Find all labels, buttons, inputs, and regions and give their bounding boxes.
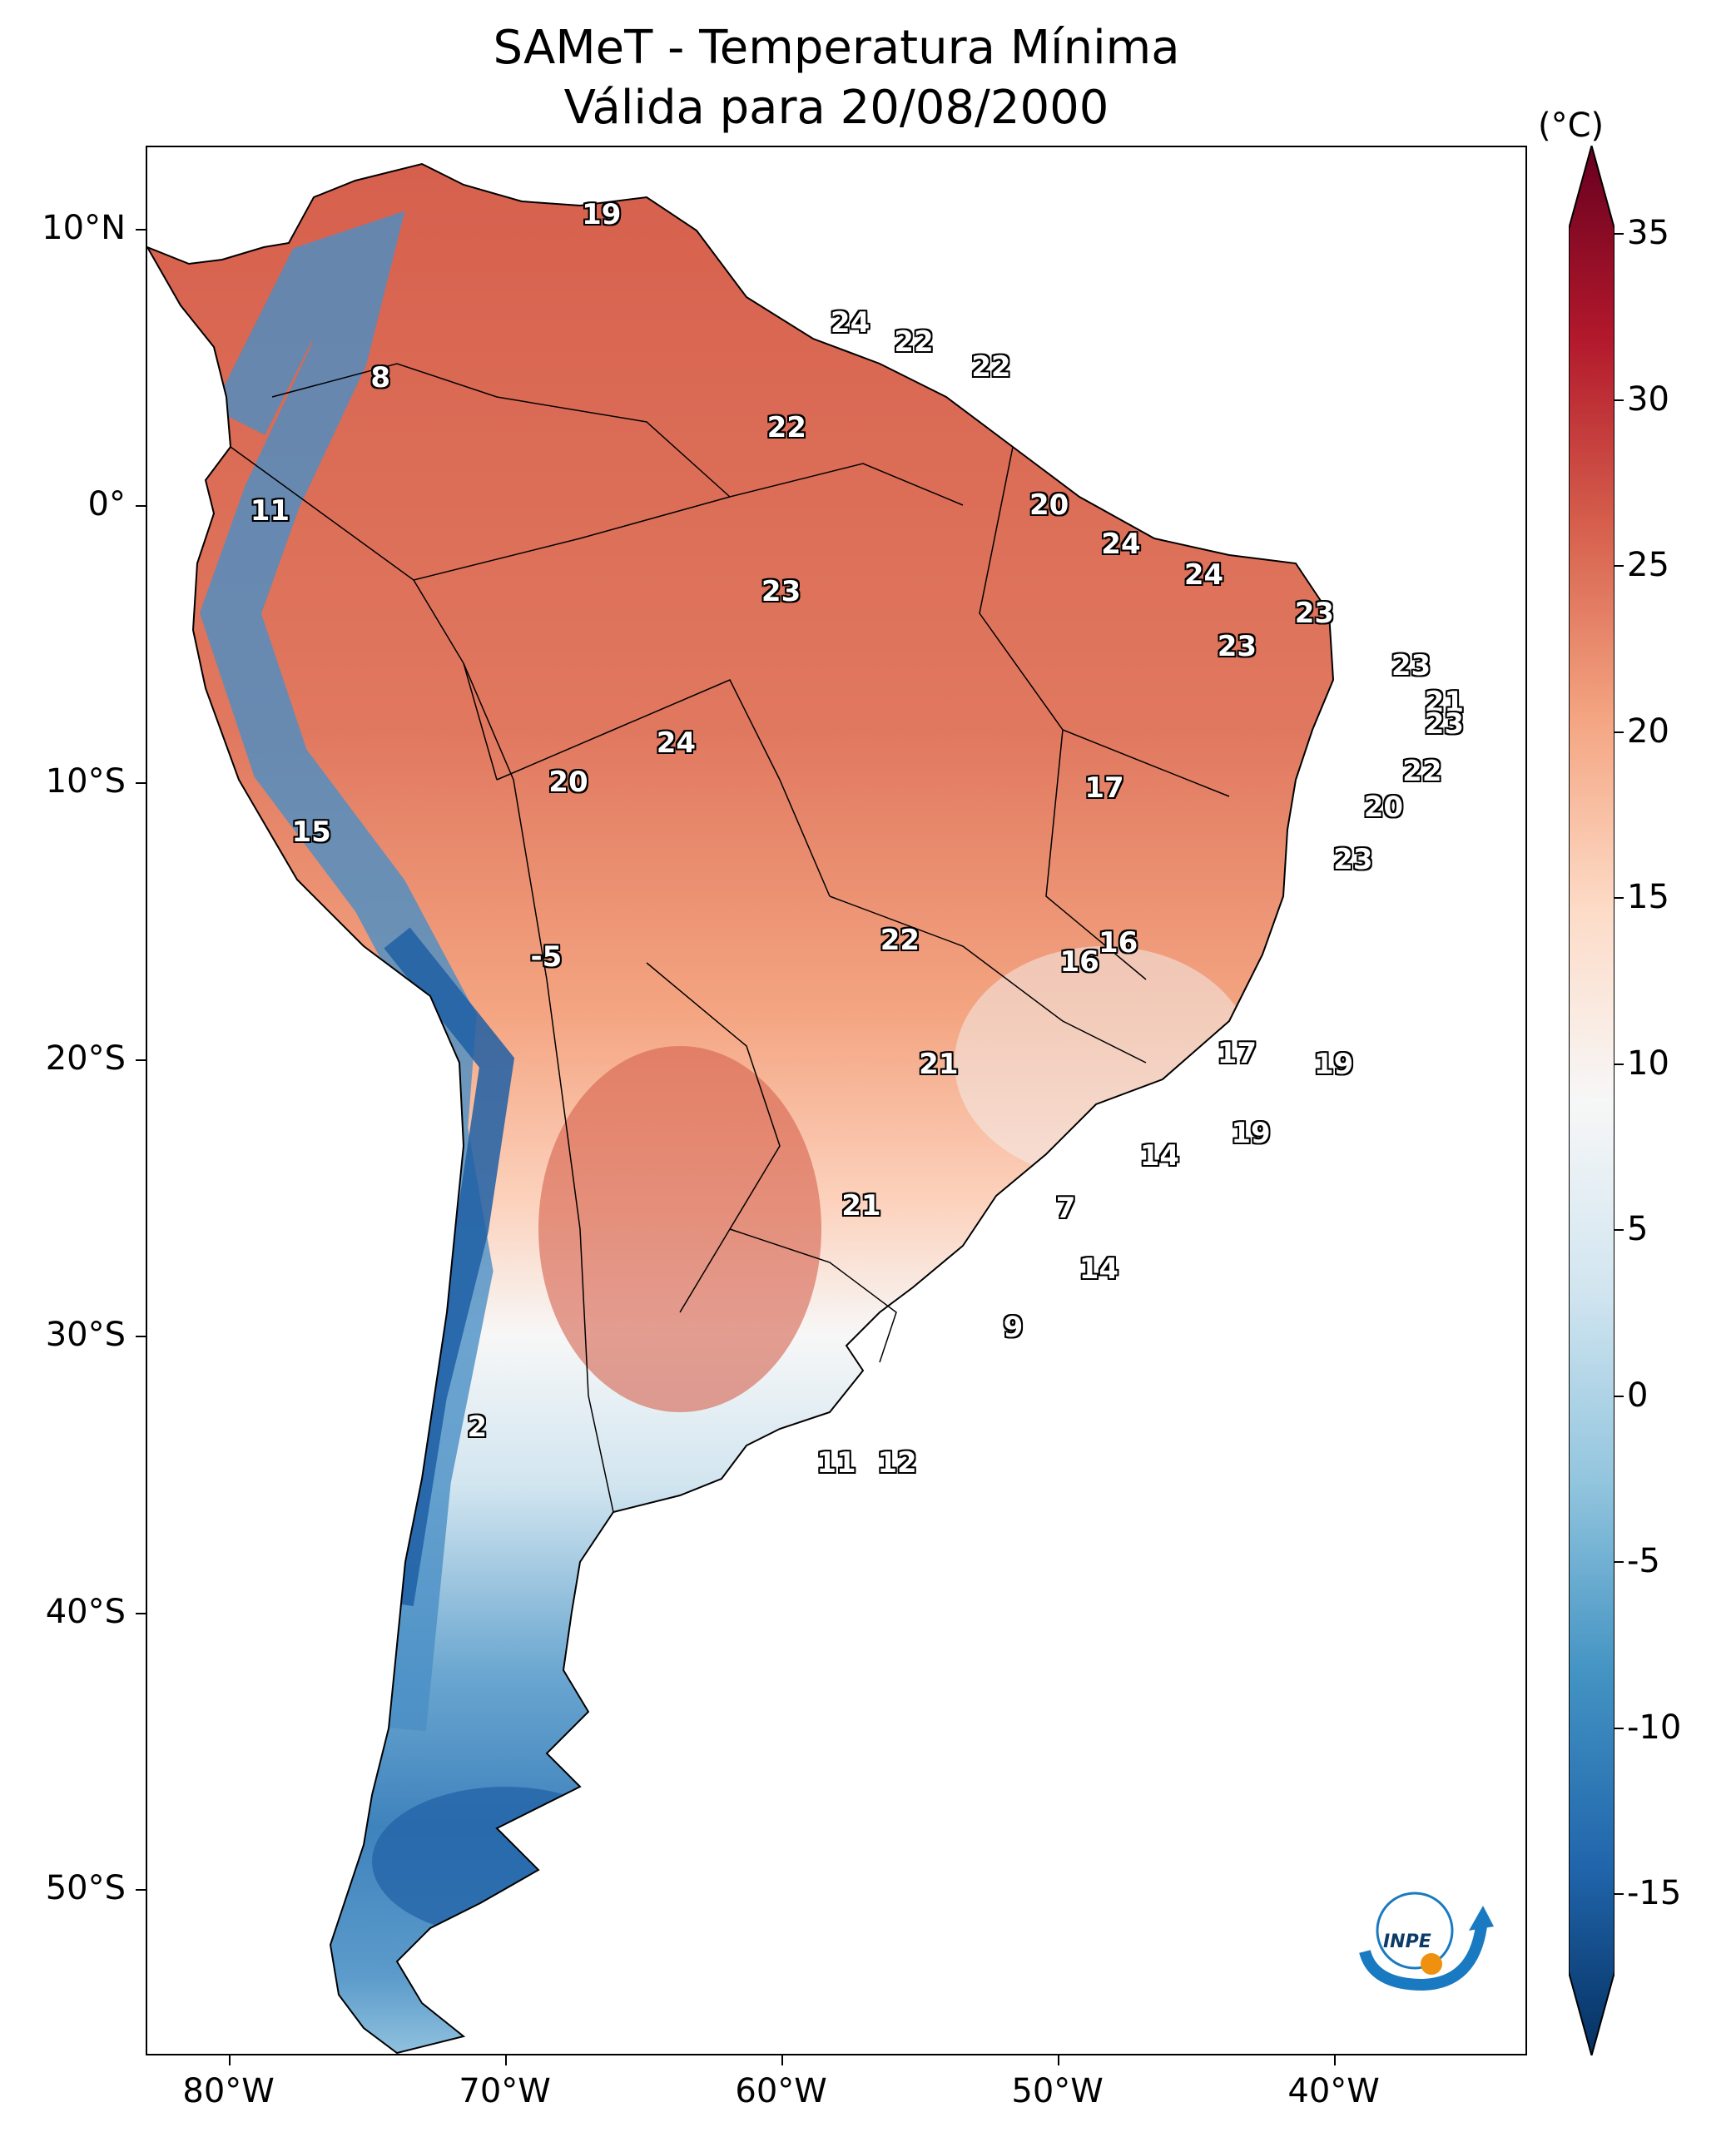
station-temperature-label: 22 <box>971 350 1011 384</box>
colorbar-tick-label: 25 <box>1627 546 1669 585</box>
lat-tick-mark <box>136 1889 146 1892</box>
station-temperature-label: 14 <box>1139 1139 1180 1173</box>
lon-tick-label: 80°W <box>182 2072 275 2110</box>
map-title: SAMeT - Temperatura Mínima Válida para 2… <box>146 18 1527 138</box>
station-temperature-label: 12 <box>877 1446 917 1480</box>
station-temperature-label: 24 <box>1183 558 1224 592</box>
lon-tick-label: 50°W <box>1011 2072 1104 2110</box>
colorbar-tick-label: -5 <box>1627 1542 1660 1581</box>
colorbar-tick-label: -10 <box>1627 1708 1682 1747</box>
station-temperature-label: 2 <box>467 1410 488 1444</box>
station-temperature-label: 22 <box>1402 754 1442 788</box>
lon-tick-mark <box>504 2055 507 2065</box>
colorbar-tick-mark <box>1614 1561 1624 1564</box>
colorbar-tick-mark <box>1614 897 1624 900</box>
station-temperature-label: 21 <box>919 1048 959 1082</box>
colorbar-tick-mark <box>1614 1063 1624 1065</box>
lon-tick-label: 70°W <box>459 2072 551 2110</box>
lon-tick-mark <box>1057 2055 1059 2065</box>
chaco-warm <box>538 1046 821 1412</box>
station-temperature-label: 23 <box>761 574 801 608</box>
station-temperature-label: 16 <box>1059 945 1099 979</box>
station-temperature-label: -5 <box>530 940 563 974</box>
station-temperature-label: 23 <box>1424 707 1465 741</box>
logo-text: INPE <box>1383 1931 1431 1952</box>
colorbar <box>1569 146 1614 2055</box>
colorbar-tick-label: 20 <box>1627 712 1669 751</box>
colorbar-tick-mark <box>1614 565 1624 568</box>
station-temperature-label: 16 <box>1098 925 1138 959</box>
station-temperature-label: 21 <box>841 1188 881 1222</box>
lat-tick-mark <box>136 505 146 508</box>
lon-tick-label: 40°W <box>1287 2072 1380 2110</box>
lat-tick-label: 0° <box>87 485 126 524</box>
colorbar-tick-label: 35 <box>1627 214 1669 252</box>
inpe-logo: INPE <box>1359 1892 1494 1991</box>
station-temperature-label: 7 <box>1055 1192 1076 1226</box>
colorbar-tick-label: 5 <box>1627 1210 1649 1249</box>
station-temperature-label: 20 <box>548 766 588 799</box>
station-temperature-label: 8 <box>370 361 391 395</box>
station-temperature-label: 9 <box>1003 1311 1024 1345</box>
lat-tick-mark <box>136 782 146 784</box>
colorbar-tick-label: 0 <box>1627 1376 1649 1415</box>
colorbar-tick-label: 10 <box>1627 1044 1669 1083</box>
station-temperature-label: 24 <box>1101 527 1141 561</box>
lat-tick-mark <box>136 1059 146 1061</box>
title-line-1: SAMeT - Temperatura Mínima <box>493 21 1180 75</box>
lat-tick-label: 30°S <box>45 1316 126 1355</box>
station-temperature-label: 15 <box>291 815 331 849</box>
patagonia-cold <box>372 1787 638 1936</box>
colorbar-tick-mark <box>1614 233 1624 235</box>
colorbar-unit: (°C) <box>1538 107 1605 145</box>
station-temperature-label: 22 <box>894 325 934 359</box>
lat-tick-mark <box>136 1336 146 1338</box>
country-borders <box>230 363 1230 1513</box>
station-temperature-label: 19 <box>1231 1117 1271 1151</box>
colorbar-tick-label: 30 <box>1627 379 1669 419</box>
station-temperature-label: 21 <box>1424 685 1465 719</box>
lat-tick-label: 10°N <box>42 208 126 247</box>
station-temperature-label: 23 <box>1391 649 1431 683</box>
colorbar-tick-mark <box>1614 1893 1624 1896</box>
station-temperature-label: 19 <box>1313 1048 1354 1082</box>
colorbar-tick-mark <box>1614 399 1624 401</box>
station-temperature-label: 23 <box>1217 630 1257 664</box>
lon-tick-label: 60°W <box>735 2072 827 2110</box>
station-temperature-label: 24 <box>656 726 697 761</box>
station-temperature-label: 23 <box>1333 843 1373 877</box>
lat-tick-mark <box>136 1612 146 1614</box>
station-temperature-label: 11 <box>250 494 290 528</box>
colorbar-tick-mark <box>1614 1229 1624 1232</box>
temperature-map <box>147 163 1334 2054</box>
lat-tick-label: 20°S <box>45 1039 126 1078</box>
lat-tick-mark <box>136 228 146 231</box>
colorbar-fill <box>1569 146 1614 2055</box>
colorbar-tick-label: 15 <box>1627 878 1669 917</box>
station-temperature-label: 22 <box>880 923 920 957</box>
station-temperature-label: 20 <box>1029 488 1069 523</box>
lon-tick-mark <box>228 2055 231 2065</box>
title-line-2: Válida para 20/08/2000 <box>563 81 1109 135</box>
lon-tick-mark <box>1333 2055 1336 2065</box>
station-temperature-label: 20 <box>1363 790 1404 824</box>
southeast-mild <box>955 946 1254 1179</box>
station-temperature-label: 24 <box>830 305 870 340</box>
station-temperature-label: 14 <box>1079 1252 1119 1287</box>
lat-tick-label: 50°S <box>45 1869 126 1908</box>
station-temperature-label: 17 <box>1217 1036 1257 1070</box>
lat-tick-label: 10°S <box>45 762 126 801</box>
map-panel <box>146 146 1527 2055</box>
colorbar-tick-mark <box>1614 1727 1624 1729</box>
colorbar-tick-mark <box>1614 1395 1624 1397</box>
lat-tick-label: 40°S <box>45 1592 126 1631</box>
colorbar-tick-mark <box>1614 731 1624 733</box>
station-temperature-label: 19 <box>582 198 622 232</box>
colorbar-tick-label: -15 <box>1627 1874 1682 1913</box>
station-temperature-label: 22 <box>766 411 806 445</box>
station-temperature-label: 11 <box>816 1446 856 1480</box>
station-temperature-label: 17 <box>1084 771 1124 805</box>
lon-tick-mark <box>781 2055 783 2065</box>
station-temperature-label: 23 <box>1294 597 1335 631</box>
